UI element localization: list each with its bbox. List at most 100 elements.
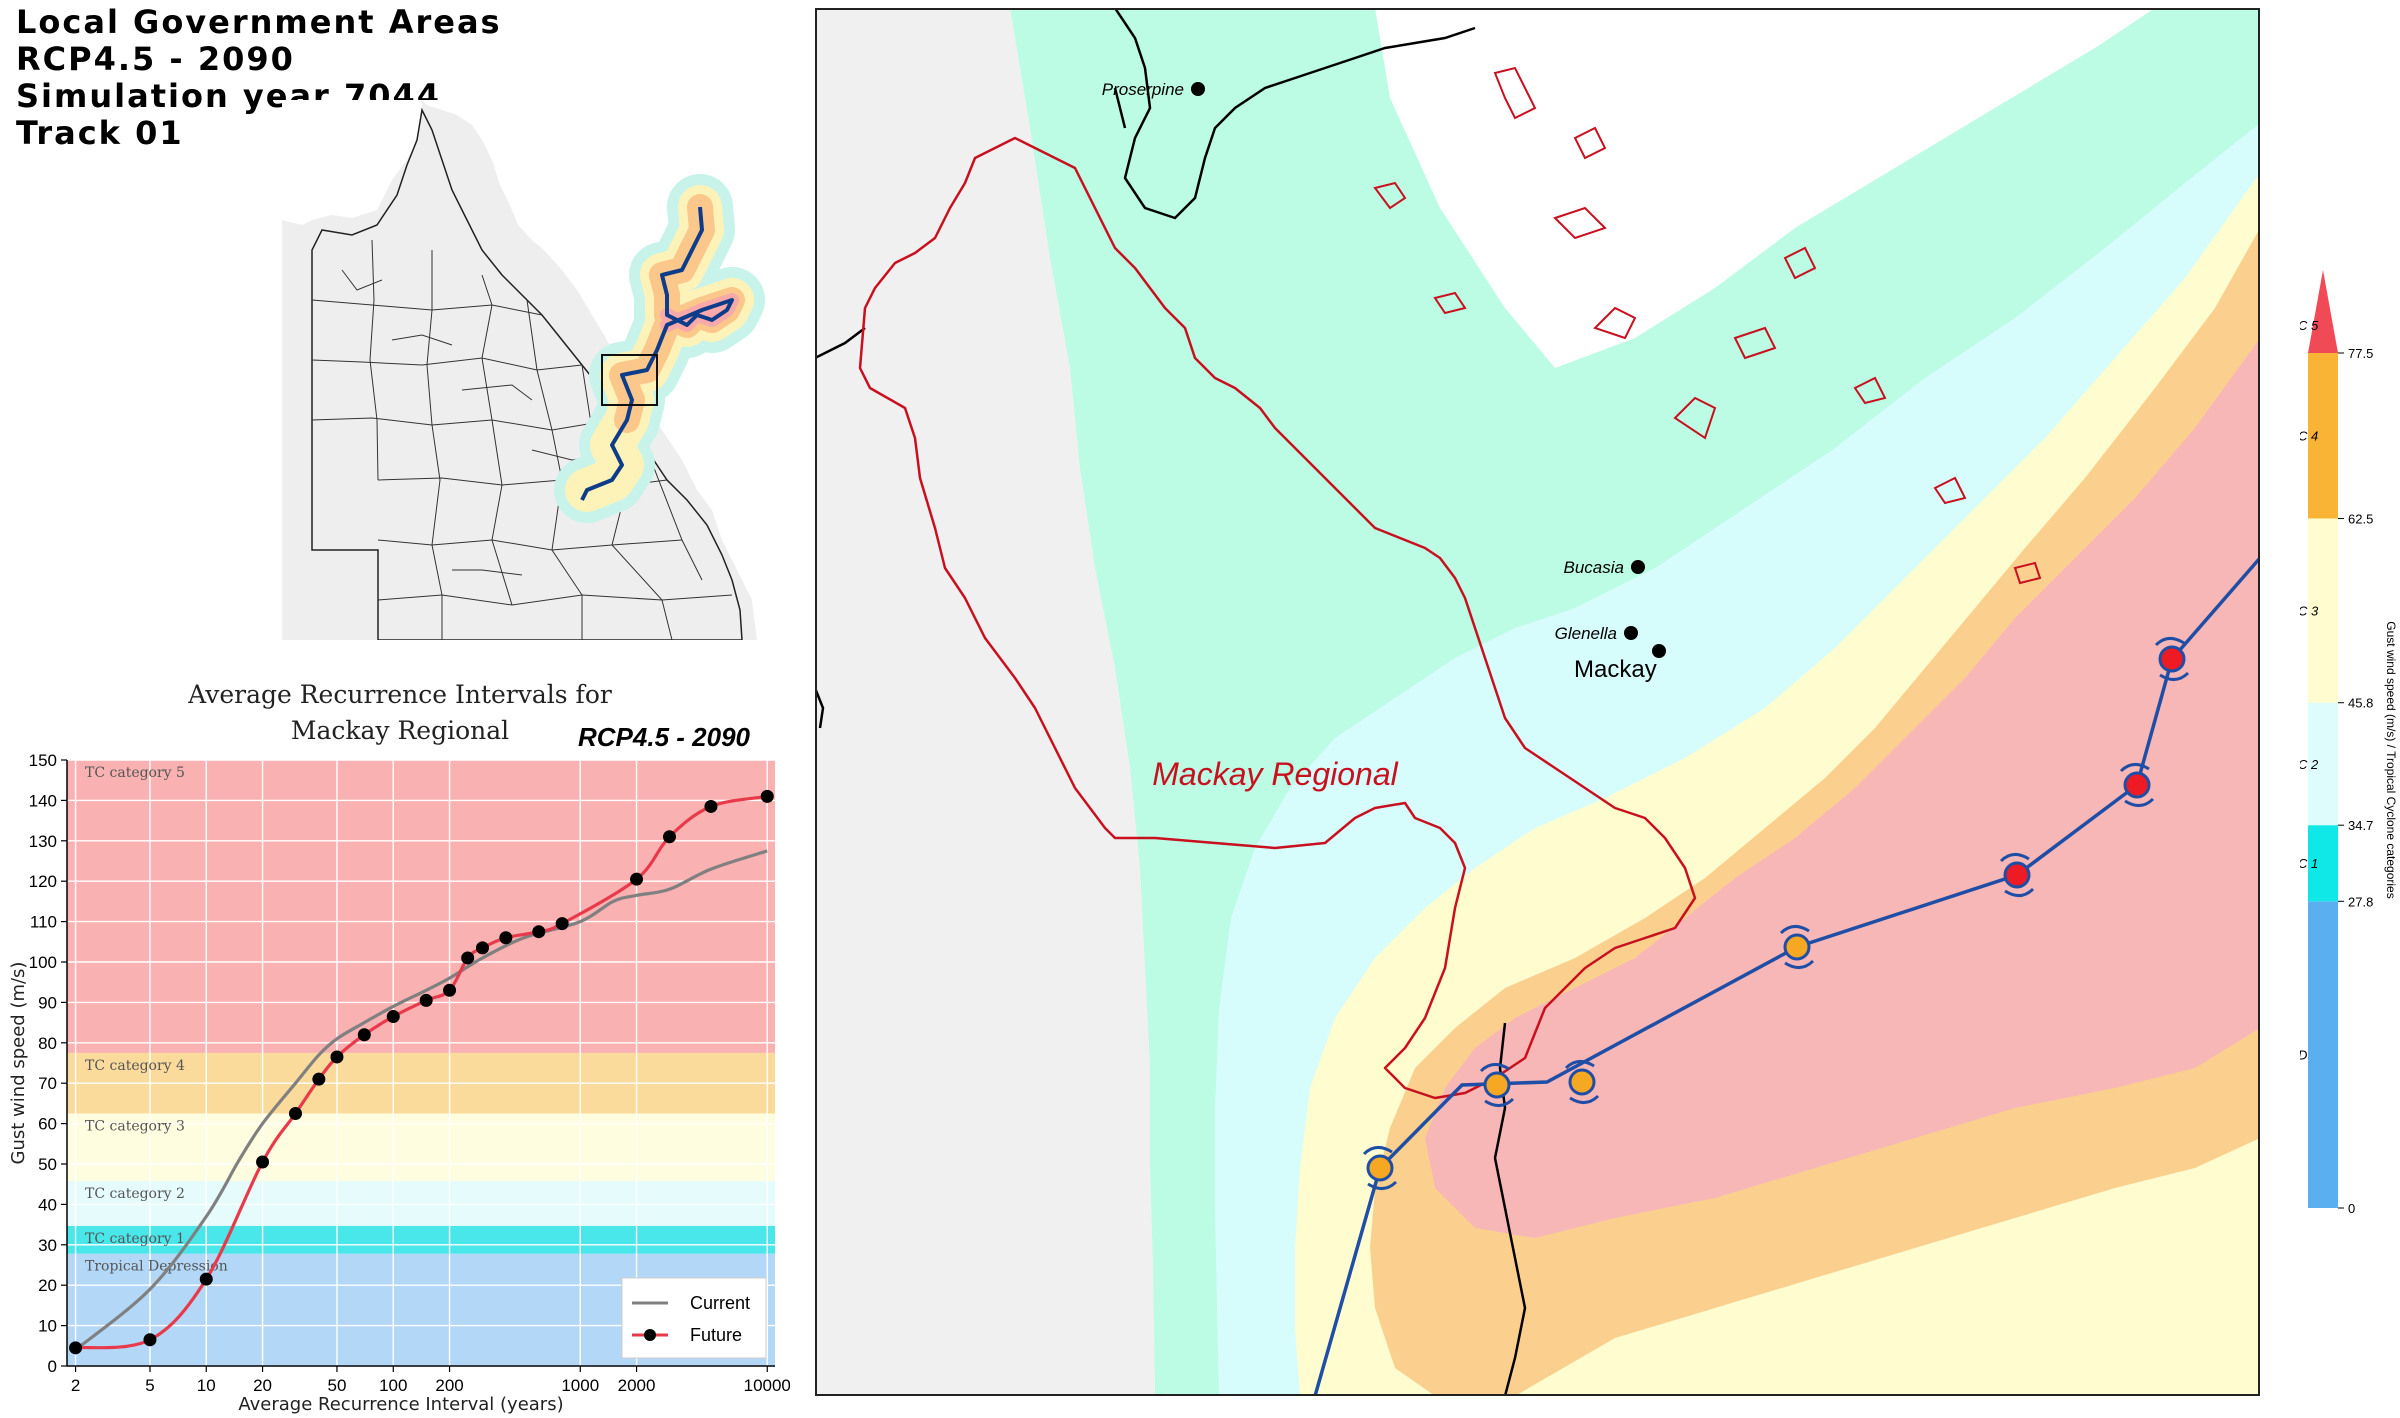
cyclone-track-point [1483, 1071, 1511, 1099]
data-point [330, 1050, 344, 1064]
colorbar-category-label: TC 2 [2300, 757, 2319, 772]
ari-chart-title: Average Recurrence Intervals for Mackay … [160, 677, 640, 749]
cyclone-track-point [1366, 1154, 1394, 1182]
x-tick-label: 5 [145, 1376, 154, 1395]
y-tick-label: 80 [38, 1034, 57, 1053]
colorbar-tick-label: 77.5 [2348, 346, 2373, 361]
x-axis-label: Average Recurrence Interval (years) [238, 1394, 563, 1415]
cyclone-track-point [1783, 933, 1811, 961]
cyclone-track-point [2123, 771, 2151, 799]
cyclone-symbol-arc [2004, 887, 2035, 897]
data-point [662, 830, 676, 844]
place-dot [1631, 560, 1645, 574]
wind-band-tc5 [1425, 338, 2260, 1238]
cyclone-symbol-arc [1569, 1094, 1600, 1104]
colorbar-segment [2308, 825, 2338, 902]
y-tick-label: 50 [38, 1155, 57, 1174]
map-coastline [815, 8, 1476, 360]
colorbar-segment [2308, 518, 2338, 703]
cyclone-symbol-arc [2119, 763, 2150, 773]
x-tick-label: 50 [328, 1376, 347, 1395]
queensland-landmass [311, 107, 743, 640]
data-point [386, 1010, 400, 1024]
place-label: Glenella [1555, 624, 1617, 643]
colorbar-category-label: TC 4 [2300, 429, 2318, 444]
colorbar-category-label: TC 1 [2300, 856, 2318, 871]
map-inland [815, 8, 1155, 1396]
colorbar-tick-label: 27.8 [2348, 894, 2373, 909]
data-point [461, 951, 475, 965]
main-map: Proserpine Bucasia Glenella Mackay Mackay R… [815, 8, 2260, 1396]
x-tick-label: 2000 [618, 1376, 656, 1395]
data-point [760, 789, 774, 803]
y-tick-label: 0 [48, 1357, 57, 1376]
series-line-current [74, 849, 768, 1352]
band-label: TC category 1 [85, 1231, 185, 1247]
title-line-scenario: RCP4.5 - 2090 [16, 40, 295, 78]
title-block: Local Government Areas RCP4.5 - 2090 Sim… [16, 4, 502, 152]
data-point [499, 931, 513, 945]
cyclone-track-point [2003, 861, 2031, 889]
cyclone-symbol-arc [2159, 671, 2190, 681]
cyclone-symbol-arc [1564, 1060, 1595, 1070]
y-tick-label: 100 [29, 953, 57, 972]
wind-colorbar: 0 27.8 34.7 45.8 62.5 77.5 TD TC 1 TC 2 TC 3 TC 4 T… [2300, 270, 2398, 1216]
map-frame [815, 8, 2260, 1396]
band-label: Tropical Depression [85, 1259, 228, 1275]
x-tick-label: 10000 [744, 1376, 790, 1395]
data-point [630, 872, 644, 886]
inset-focus-box [601, 354, 658, 406]
colorbar-axis-label: Gust wind speed (m/s) / Tropical Cyclone… [2384, 621, 2398, 898]
y-tick-label: 140 [29, 791, 57, 810]
cyclone-symbol-arc [1999, 853, 2030, 863]
colorbar-tick-label: 62.5 [2348, 511, 2373, 526]
cyclone-track-point [2158, 645, 2186, 673]
queensland-inset-map [282, 100, 782, 640]
data-point [288, 1107, 302, 1120]
cyclone-symbol-arc [2154, 637, 2185, 647]
y-tick-label: 150 [29, 751, 57, 770]
cyclone-symbol-arc [1367, 1180, 1398, 1190]
y-tick-label: 20 [38, 1276, 57, 1295]
band-2 [67, 1180, 775, 1226]
colorbar-segment [2308, 353, 2338, 519]
y-tick-label: 70 [38, 1074, 57, 1093]
band-label: TC category 4 [85, 1058, 185, 1074]
ari-chart: Tropical Depression TC category 1 TC categ… [8, 751, 790, 1415]
y-tick-label: 130 [29, 832, 57, 851]
legend-label: Future [690, 1325, 742, 1345]
place-label: Mackay [1574, 656, 1657, 683]
colorbar-category-label: TD [2300, 1048, 2307, 1063]
x-tick-label: 20 [253, 1376, 272, 1395]
cyclone-symbol-arc [1362, 1146, 1393, 1156]
x-tick-label: 200 [435, 1376, 463, 1395]
cyclone-symbol-arc [1784, 959, 1815, 969]
place-dot [1652, 644, 1666, 658]
map-islands [1373, 66, 2042, 585]
place-dot [1191, 82, 1205, 96]
cyclone-symbol-arc [1779, 925, 1810, 935]
band-3 [67, 1113, 775, 1181]
inset-cyclone-track [580, 206, 734, 501]
data-point [555, 917, 569, 931]
cyclone-track-point [1568, 1068, 1596, 1096]
ari-title-line1: Average Recurrence Intervals for [188, 680, 612, 709]
title-line-lga: Local Government Areas [16, 3, 502, 41]
data-point [704, 799, 718, 813]
band-5 [67, 760, 775, 1053]
cyclone-symbol-arc [1479, 1063, 1510, 1073]
y-tick-label: 60 [38, 1115, 57, 1134]
inset-gulf [282, 100, 422, 225]
colorbar-tick-label: 34.7 [2348, 818, 2373, 833]
band-label: TC category 2 [85, 1186, 185, 1202]
title-line-track: Track 01 [16, 114, 184, 152]
cyclone-symbol-arc [2124, 797, 2155, 807]
colorbar-tick-label: 45.8 [2348, 696, 2373, 711]
band-label: TC category 5 [85, 765, 185, 781]
legend-label: Current [690, 1293, 750, 1313]
legend-box [621, 1277, 767, 1359]
ari-title-line2: Mackay Regional [290, 716, 510, 745]
y-tick-label: 90 [38, 993, 57, 1012]
data-point [69, 1341, 83, 1355]
ari-scenario-badge: RCP4.5 - 2090 [578, 722, 750, 752]
